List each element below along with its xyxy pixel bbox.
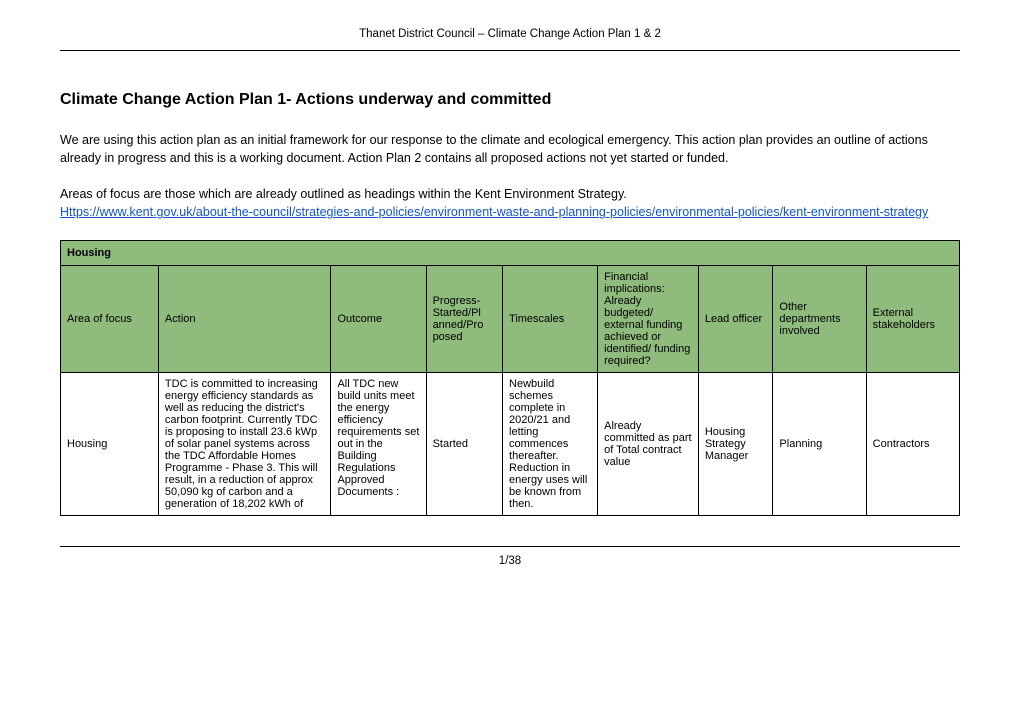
- kent-strategy-link[interactable]: Https://www.kent.gov.uk/about-the-counci…: [60, 205, 928, 219]
- cell-progress: Started: [426, 372, 502, 515]
- focus-text: Areas of focus are those which are alrea…: [60, 187, 627, 201]
- col-progress: Progress- Started/Pl anned/Pro posed: [426, 265, 502, 372]
- cell-depts: Planning: [773, 372, 866, 515]
- cell-external: Contractors: [866, 372, 959, 515]
- cell-timescales: Newbuild schemes complete in 2020/21 and…: [503, 372, 598, 515]
- section-row-housing: Housing: [61, 240, 960, 265]
- section-label: Housing: [61, 240, 960, 265]
- col-financial: Financial implications: Already budgeted…: [598, 265, 699, 372]
- col-timescales: Timescales: [503, 265, 598, 372]
- cell-lead: Housing Strategy Manager: [698, 372, 773, 515]
- action-plan-table: Housing Area of focus Action Outcome Pro…: [60, 240, 960, 516]
- cell-area: Housing: [61, 372, 159, 515]
- cell-outcome: All TDC new build units meet the energy …: [331, 372, 426, 515]
- table-header-row: Area of focus Action Outcome Progress- S…: [61, 265, 960, 372]
- page-footer: 1/38: [60, 546, 960, 567]
- col-other-depts: Other departments involved: [773, 265, 866, 372]
- page-header: Thanet District Council – Climate Change…: [60, 28, 960, 51]
- cell-financial: Already committed as part of Total contr…: [598, 372, 699, 515]
- col-area-of-focus: Area of focus: [61, 265, 159, 372]
- cell-action: TDC is committed to increasing energy ef…: [158, 372, 331, 515]
- col-external: External stakeholders: [866, 265, 959, 372]
- document-title: Climate Change Action Plan 1- Actions un…: [60, 91, 960, 109]
- col-lead-officer: Lead officer: [698, 265, 773, 372]
- col-outcome: Outcome: [331, 265, 426, 372]
- intro-paragraph-2: Areas of focus are those which are alrea…: [60, 185, 960, 221]
- table-row: Housing TDC is committed to increasing e…: [61, 372, 960, 515]
- intro-paragraph-1: We are using this action plan as an init…: [60, 131, 960, 167]
- col-action: Action: [158, 265, 331, 372]
